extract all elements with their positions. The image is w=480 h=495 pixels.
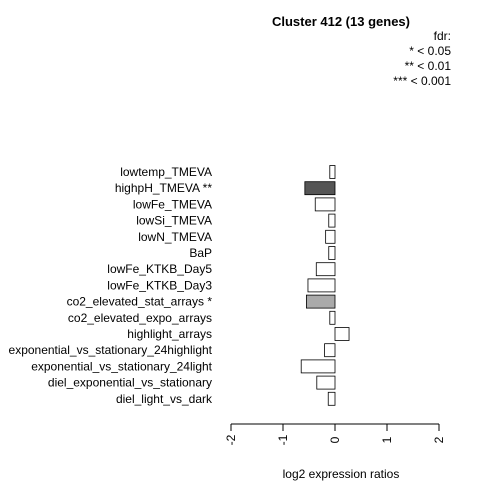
bar	[307, 278, 336, 293]
legend-entry-1: * < 0.05	[409, 44, 451, 58]
bar	[329, 165, 336, 179]
bar	[329, 310, 336, 325]
category-label: lowFe_KTKB_Day3	[107, 278, 212, 292]
bar	[325, 229, 336, 244]
category-label: co2_elevated_expo_arrays	[68, 311, 212, 325]
x-tick-label: -2	[224, 434, 238, 445]
legend-entry-2: ** < 0.01	[405, 59, 452, 73]
bar	[305, 294, 336, 309]
bar	[315, 262, 336, 277]
legend-entry-3: *** < 0.001	[393, 74, 451, 88]
bar	[328, 213, 336, 228]
bar	[324, 343, 336, 358]
bar	[300, 359, 336, 374]
x-tick-label: 0	[328, 436, 342, 443]
category-labels: lowtemp_TMEVA highpH_TMEVA ** lowFe_TMEVAl…	[9, 165, 213, 406]
x-tick-label: 2	[432, 436, 446, 443]
category-label: lowtemp_TMEVA	[120, 165, 212, 179]
legend-title: fdr:	[434, 29, 451, 43]
bar	[314, 197, 336, 212]
category-label: exponential_vs_stationary_24light	[31, 359, 212, 373]
x-axis: -2 -1 0 1 2	[224, 423, 446, 445]
category-label: highlight_arrays	[127, 327, 212, 341]
bar	[316, 375, 336, 390]
category-label: lowFe_KTKB_Day5	[107, 262, 212, 276]
category-label: lowSi_TMEVA	[136, 214, 212, 228]
category-label: exponential_vs_stationary_24highlight	[9, 343, 213, 357]
chart-title: Cluster 412 (13 genes)	[272, 14, 410, 29]
category-label: co2_elevated_stat_arrays *	[67, 295, 213, 309]
category-label: diel_exponential_vs_stationary	[48, 376, 212, 390]
category-label: lowN_TMEVA	[138, 230, 212, 244]
category-label: diel_light_vs_dark	[116, 392, 213, 406]
x-tick-label: -1	[276, 434, 290, 445]
bars	[300, 165, 350, 406]
bar	[334, 327, 350, 341]
category-label: highpH_TMEVA **	[115, 181, 212, 195]
category-label: BaP	[189, 246, 212, 260]
bar	[304, 181, 336, 196]
x-axis-label: log2 expression ratios	[283, 467, 400, 481]
bar	[328, 246, 336, 260]
x-tick-label: 1	[380, 436, 394, 443]
category-label: lowFe_TMEVA	[133, 197, 212, 211]
legend: fdr: * < 0.05 ** < 0.01 *** < 0.001	[393, 29, 451, 88]
bar	[327, 391, 336, 406]
